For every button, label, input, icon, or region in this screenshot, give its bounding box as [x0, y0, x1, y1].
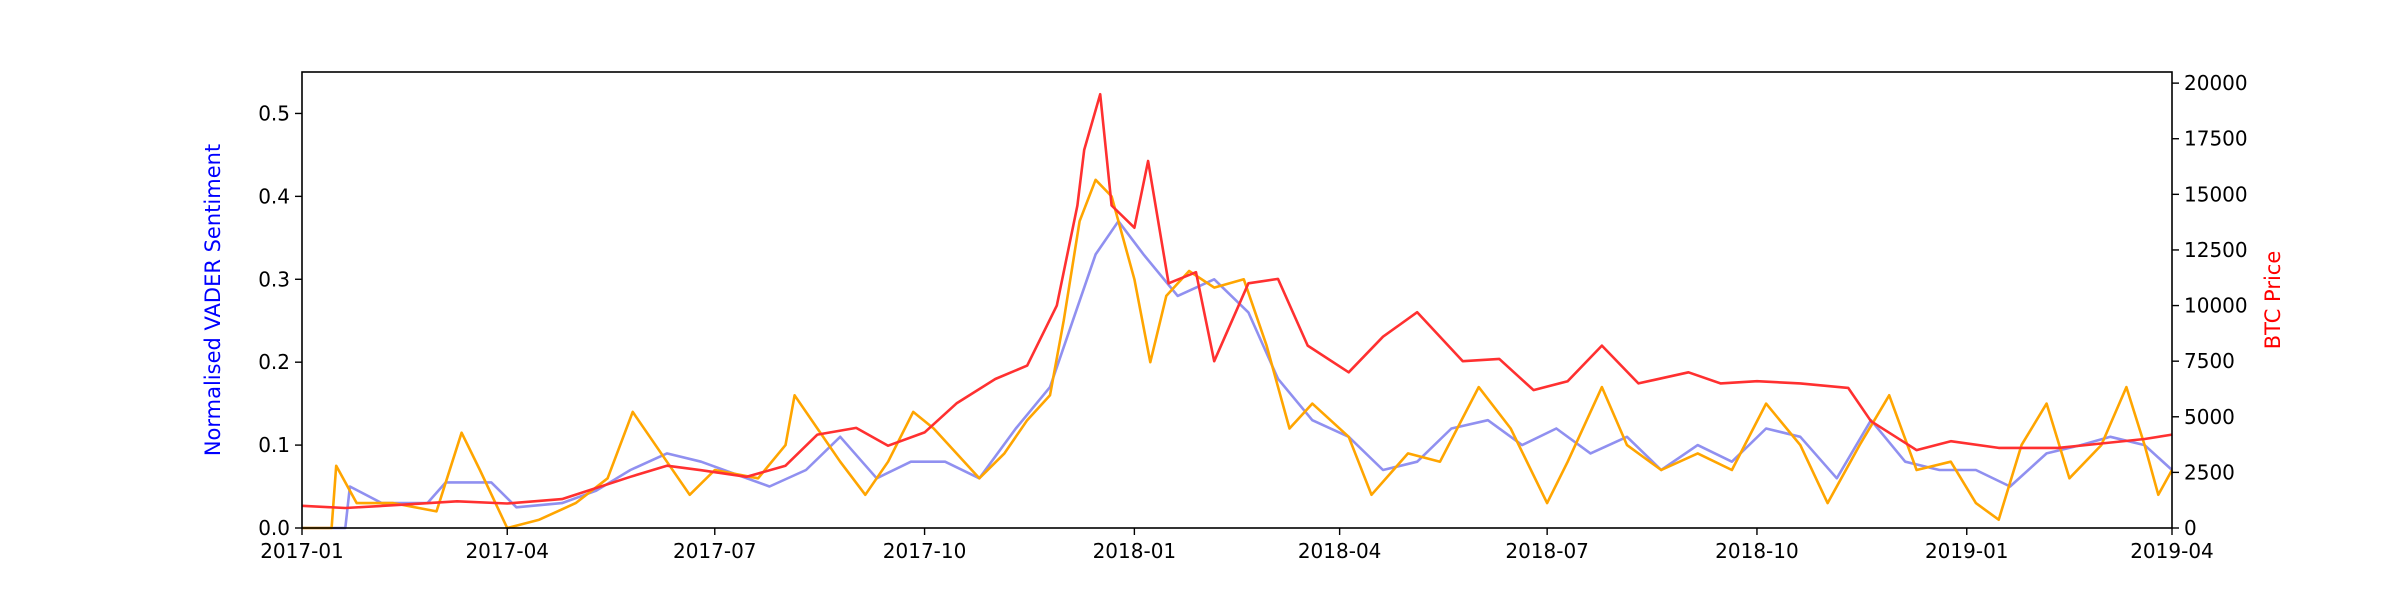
- y-left-tick-label: 0.5: [258, 101, 290, 125]
- x-tick-label: 2019-01: [1925, 539, 2009, 563]
- x-tick-label: 2017-01: [260, 539, 344, 563]
- series-line-2: [302, 178, 2174, 530]
- x-tick-label: 2017-04: [465, 539, 549, 563]
- x-tick-label: 2019-04: [2130, 539, 2214, 563]
- x-tick-label: 2017-10: [883, 539, 967, 563]
- y-axis-left-title: Normalised VADER Sentiment: [201, 144, 225, 456]
- plot-frame: [301, 71, 2173, 529]
- y-right-tick-label: 15000: [2184, 182, 2248, 206]
- y-right-tick-label: 10000: [2184, 294, 2248, 318]
- x-tick-label: 2018-10: [1715, 539, 1799, 563]
- y-left-tick-label: 0.3: [258, 267, 290, 291]
- x-tick-label: 2018-07: [1505, 539, 1589, 563]
- series-layer: [301, 92, 2174, 530]
- y-right-tick-label: 20000: [2184, 71, 2248, 95]
- x-tick-label: 2017-07: [673, 539, 757, 563]
- y-left-tick-label: 0.1: [258, 433, 290, 457]
- y-axis-right-title: BTC Price: [2261, 251, 2285, 350]
- y-axis-left: 0.0 0.1 0.2 0.3 0.4 0.5: [258, 101, 302, 540]
- y-right-tick-label: 17500: [2184, 127, 2248, 151]
- y-right-tick-label: 2500: [2184, 460, 2235, 484]
- x-tick-label: 2018-01: [1093, 539, 1177, 563]
- x-tick-label: 2018-04: [1298, 539, 1382, 563]
- y-right-tick-label: 12500: [2184, 238, 2248, 262]
- y-left-tick-label: 0.4: [258, 184, 290, 208]
- series-line-3: [301, 92, 2173, 510]
- y-left-tick-label: 0.0: [258, 516, 290, 540]
- y-right-tick-label: 5000: [2184, 405, 2235, 429]
- x-axis: 2017-01 2017-04 2017-07 2017-10 2018-01 2018-…: [260, 528, 2214, 563]
- y-right-tick-label: 0: [2184, 516, 2197, 540]
- y-right-tick-label: 7500: [2184, 349, 2235, 373]
- y-left-tick-label: 0.2: [258, 350, 290, 374]
- y-axis-right: 0 2500 5000 7500 10000 12500 15000 17500 20000: [2172, 71, 2248, 540]
